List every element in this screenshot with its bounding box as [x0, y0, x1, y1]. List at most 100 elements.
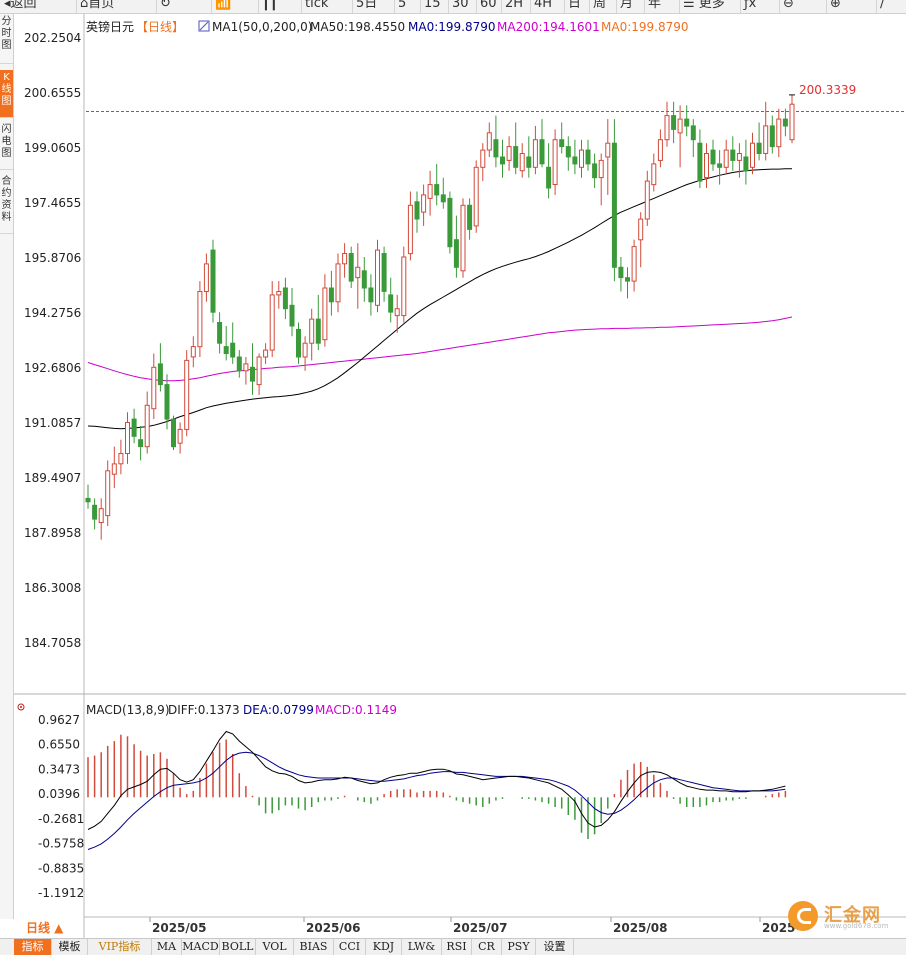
date-axis: 2025/05 2025/06 2025/07 2025/08 2025 [149, 917, 795, 935]
period-month[interactable]: 月 [620, 0, 634, 11]
candle [355, 243, 361, 309]
candle [427, 170, 433, 216]
candle-body [592, 163, 598, 179]
indicator-tab-14[interactable]: 设置 [536, 939, 574, 955]
logo-url: www.gold678.com [824, 922, 889, 930]
candle [230, 322, 236, 364]
refresh-button[interactable]: ↻ [160, 0, 171, 11]
tab-contract-info[interactable]: 合约资料 [0, 174, 13, 234]
indicator-tab-3[interactable]: MA [152, 939, 182, 955]
candle-body [138, 439, 144, 448]
candle [144, 391, 150, 454]
candle [111, 446, 117, 488]
candle-type-button[interactable]: ┃┃ [262, 0, 278, 11]
macd-tick-label: 0.0396 [38, 787, 80, 801]
period-15m[interactable]: 15 [424, 0, 441, 11]
candle-body [315, 318, 321, 344]
price-tick-label: 184.7058 [24, 636, 81, 650]
candle-body [263, 349, 269, 358]
tab-kline[interactable]: K线图 [0, 70, 13, 118]
zoom-in-button[interactable]: ⊕ [830, 0, 841, 11]
back-button[interactable]: ◂返回 [4, 0, 37, 11]
period-60m[interactable]: 60 [480, 0, 497, 11]
toolbar-separator [476, 0, 477, 13]
candle-body [782, 118, 788, 127]
candle [572, 139, 578, 175]
indicator-tab-6[interactable]: VOL [256, 939, 294, 955]
tab-lightning[interactable]: 闪电图 [0, 122, 13, 170]
zoom-out-button[interactable]: ⊖ [783, 0, 794, 11]
candle [493, 115, 499, 168]
indicator-tab-8[interactable]: CCI [334, 939, 366, 955]
tab-timeshare[interactable]: 分时图 [0, 14, 13, 64]
indicator-tab-5[interactable]: BOLL [220, 939, 256, 955]
period-4h[interactable]: 4H [534, 0, 553, 11]
home-button[interactable]: ⌂首页 [80, 0, 115, 11]
candle [368, 274, 374, 316]
candle [769, 115, 775, 154]
more-button[interactable]: ☰ 更多 [683, 0, 725, 11]
period-5day[interactable]: 5日 [356, 0, 378, 11]
date-tick-label: 2025/06 [306, 921, 360, 935]
candle [440, 177, 446, 209]
period-selector-button[interactable]: 日线 ▲ [14, 919, 78, 938]
candle [677, 105, 683, 168]
candle-body [111, 463, 117, 475]
period-year[interactable]: 年 [648, 0, 662, 11]
indicator-tabs-bar: 指标 模板 VIP指标 MA MACD BOLL VOL BIAS CCI KDJ LW& RSI CR… [0, 938, 906, 955]
indicator-tab-0[interactable]: 指标 [14, 939, 52, 955]
candle [434, 163, 440, 206]
candle [671, 101, 677, 144]
candle-body [92, 504, 98, 520]
candle-body [243, 363, 249, 372]
indicator-tab-13[interactable]: PSY [502, 939, 536, 955]
indicator-tab-11[interactable]: RSI [442, 939, 472, 955]
candle [453, 215, 459, 278]
logo-text: 汇金网 [824, 905, 881, 926]
period-5m[interactable]: 5 [398, 0, 407, 11]
candle [105, 460, 111, 526]
indicator-tab-1[interactable]: 模板 [52, 939, 88, 955]
site-logo: 汇金网 www.gold678.com [786, 899, 896, 933]
candle [473, 160, 479, 233]
candle [618, 257, 624, 292]
period-tick[interactable]: tick [305, 0, 329, 11]
indicator-tab-2[interactable]: VIP指标 [88, 939, 152, 955]
period-week[interactable]: 周 [593, 0, 607, 11]
indicator-tab-7[interactable]: BIAS [294, 939, 334, 955]
formula-button[interactable]: ƒx [744, 0, 757, 11]
candle-body [756, 142, 762, 154]
period-day[interactable]: 日 [568, 0, 582, 11]
candle-body [190, 346, 196, 358]
macd-settings-icon[interactable] [17, 703, 25, 711]
candle [197, 281, 203, 357]
candle-body [532, 139, 538, 168]
macd-tick-label: -0.8835 [38, 861, 84, 875]
candle [414, 191, 420, 233]
period-30m[interactable]: 30 [452, 0, 469, 11]
indicator-tab-4[interactable]: MACD [182, 939, 220, 955]
candle-body [611, 142, 617, 268]
date-tick-label: 2025/05 [152, 921, 206, 935]
draw-tool-button[interactable]: ∕ [880, 0, 885, 11]
candle-body [394, 308, 400, 317]
candle [125, 412, 130, 464]
chart-type-button[interactable]: 📶 [215, 0, 232, 11]
candle-body [519, 153, 525, 172]
top-toolbar: ◂返回 ⌂首页 ↻ 📶 ┃┃ tick 5日 5 15 30 60 2H 4H 日周 月 年 ☰ 更多 ƒx ⊖ ⊕ ∕ [0, 0, 906, 14]
indicator-tab-10[interactable]: LW& [402, 939, 442, 955]
ma0-value-a: MA0:199.8790 [408, 20, 496, 34]
indicator-settings-icon[interactable] [198, 20, 210, 32]
candle [611, 119, 617, 282]
indicator-tab-12[interactable]: CR [472, 939, 502, 955]
ma0-value-b: MA0:199.8790 [601, 20, 689, 34]
indicator-tab-9[interactable]: KDJ [366, 939, 402, 955]
macd-tick-label: -1.1912 [38, 886, 84, 900]
candle [217, 312, 223, 354]
candle-body [401, 256, 407, 317]
candle-body [276, 291, 282, 296]
macd-tick-label: 0.6550 [38, 738, 80, 752]
period-2h[interactable]: 2H [505, 0, 524, 11]
